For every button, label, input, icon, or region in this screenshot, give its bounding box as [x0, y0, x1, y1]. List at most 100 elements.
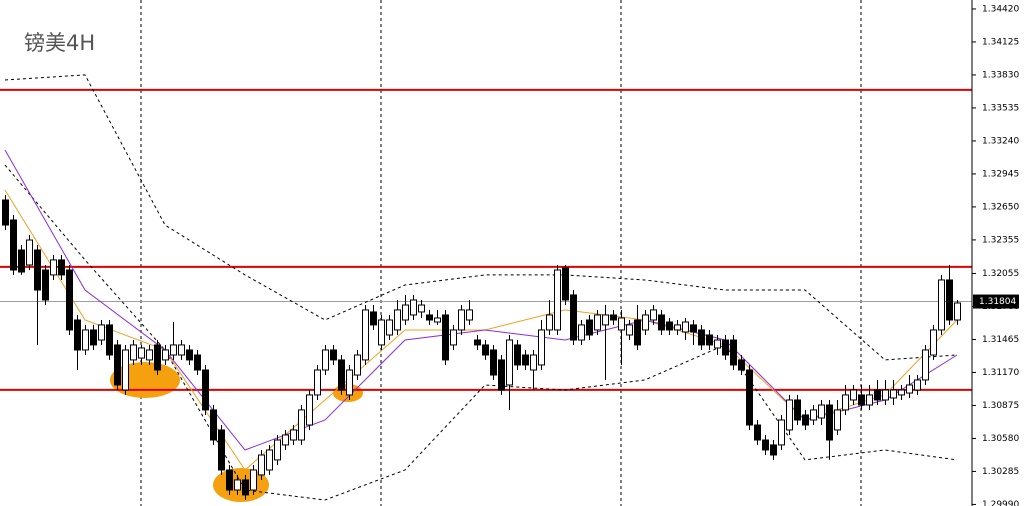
candle-body — [98, 324, 105, 341]
candle-body — [34, 249, 41, 291]
candle-body — [282, 434, 289, 446]
candle-body — [66, 269, 73, 331]
candle-body — [266, 449, 273, 471]
candle-body — [2, 199, 9, 226]
candle-body — [106, 324, 113, 356]
candle-body — [794, 399, 801, 421]
y-tick-label: 1.32055 — [982, 269, 1019, 279]
candle-body — [658, 314, 665, 331]
candle-body — [146, 349, 153, 361]
candle-body — [866, 394, 873, 406]
candle-body — [698, 329, 705, 346]
candle-body — [802, 414, 809, 426]
candle-body — [154, 344, 161, 371]
candle-body — [18, 249, 25, 273]
y-tick-label: 1.33535 — [982, 103, 1019, 113]
candle-body — [322, 349, 329, 371]
candle-body — [482, 344, 489, 356]
candle-body — [386, 319, 393, 336]
candle-body — [818, 404, 825, 419]
candle-body — [234, 479, 241, 491]
y-tick-label: 1.31170 — [982, 368, 1019, 378]
candle-body — [242, 479, 249, 496]
candle-body — [298, 409, 305, 441]
candle-body — [178, 344, 185, 356]
candle-body — [362, 309, 369, 361]
candle-body — [770, 444, 777, 456]
y-tick-label: 1.31465 — [982, 335, 1019, 345]
candle-body — [466, 309, 473, 321]
candle-body — [562, 267, 569, 301]
candle-body — [674, 324, 681, 331]
candle-body — [938, 279, 945, 331]
candle-body — [746, 369, 753, 426]
y-tick-label: 1.33240 — [982, 136, 1019, 146]
y-tick-label: 1.30285 — [982, 467, 1019, 477]
candle-body — [786, 399, 793, 431]
candle-body — [530, 354, 537, 371]
candle-body — [906, 384, 913, 394]
candle-body — [922, 349, 929, 381]
candle-body — [58, 259, 65, 276]
candle-body — [554, 269, 561, 331]
candle-body — [378, 319, 385, 346]
candle-body — [202, 369, 209, 411]
candle-body — [834, 409, 841, 431]
candle-body — [578, 324, 585, 341]
candle-body — [626, 324, 633, 336]
candle-body — [226, 469, 233, 491]
chart-title: 镑美4H — [24, 31, 95, 55]
candle-body — [442, 314, 449, 361]
y-tick-label: 1.33830 — [982, 70, 1019, 80]
candle-body — [258, 454, 265, 476]
candle-body — [690, 324, 697, 333]
y-tick-label: 1.30580 — [982, 434, 1019, 444]
y-tick-label: 1.32945 — [982, 169, 1019, 179]
candle-body — [914, 379, 921, 391]
candle-body — [490, 349, 497, 376]
candle-body — [402, 304, 409, 321]
candle-body — [186, 349, 193, 361]
y-tick-label: 1.34420 — [982, 4, 1019, 14]
candle-body — [546, 314, 553, 331]
candle-body — [42, 269, 49, 301]
candle-body — [250, 469, 257, 491]
candle-body — [506, 339, 513, 386]
candle-body — [162, 349, 169, 361]
candle-body — [666, 321, 673, 331]
candle-body — [418, 304, 425, 313]
candle-body — [338, 359, 345, 391]
y-tick-label: 1.32650 — [982, 202, 1019, 212]
candle-body — [930, 329, 937, 356]
candle-body — [810, 409, 817, 421]
candle-body — [762, 439, 769, 451]
candle-body — [778, 419, 785, 446]
candle-body — [522, 354, 529, 366]
candle-body — [138, 347, 145, 359]
candle-body — [826, 404, 833, 441]
candle-body — [170, 344, 177, 356]
candle-body — [26, 239, 33, 266]
candle-body — [858, 394, 865, 406]
current-price-label: 1.31804 — [979, 297, 1016, 307]
candle-body — [290, 429, 297, 441]
candle-body — [842, 394, 849, 411]
candle-body — [594, 314, 601, 331]
candle-body — [82, 329, 89, 351]
candle-body — [738, 359, 745, 371]
candle-body — [850, 389, 857, 401]
candle-body — [434, 317, 441, 323]
candle-body — [90, 329, 97, 346]
indicator-line — [4, 74, 958, 361]
candle-body — [370, 311, 377, 326]
candle-body — [570, 294, 577, 341]
y-tick-label: 1.34125 — [982, 37, 1019, 47]
candle-body — [586, 319, 593, 336]
candle-body — [682, 321, 689, 333]
candle-body — [882, 389, 889, 401]
candle-body — [474, 339, 481, 346]
candle-body — [890, 389, 897, 399]
candle-body — [346, 369, 353, 396]
